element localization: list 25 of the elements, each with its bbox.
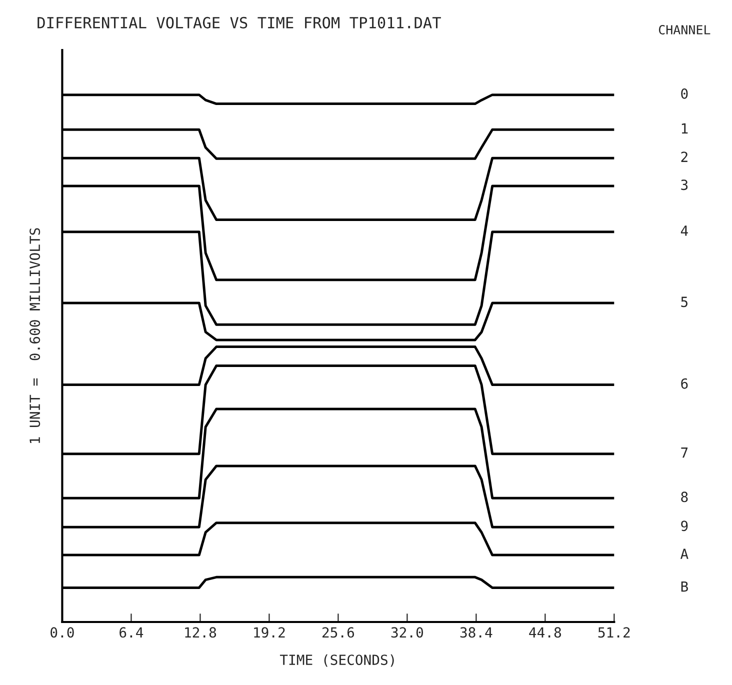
x-tick-label: 32.0 [391, 627, 423, 638]
text: 0 [681, 88, 688, 99]
text: B [681, 581, 688, 592]
legend-title: CHANNEL [658, 25, 710, 34]
text: 2 [681, 152, 688, 162]
y-axis-title: 1 UNIT = 0.600 MILLIVOLTS [30, 228, 40, 444]
text: 4 [680, 226, 688, 236]
x-tick-label: 12.8 [185, 627, 216, 638]
x-tick-label: 51.2 [598, 627, 630, 638]
text: 3 [681, 180, 688, 190]
text: 5 [681, 296, 688, 308]
x-tick-label: 0.0 [50, 627, 74, 638]
x-axis-title: TIME (SECONDS) [280, 654, 394, 667]
chart-title: DIFFERENTIAL VOLTAGE VS TIME FROM TP1011.DAT [38, 16, 441, 28]
x-tick-label: 6.4 [120, 627, 144, 638]
x-tick-label: 25.6 [322, 627, 354, 638]
text: 6 [681, 378, 688, 389]
text: 7 [681, 448, 688, 458]
text: 1 [682, 123, 688, 134]
x-tick-label: 19.2 [254, 627, 285, 638]
x-tick-label: 38.4 [460, 627, 492, 638]
text: 9 [681, 520, 688, 532]
x-tick-label: 44.8 [529, 627, 561, 638]
text: A [680, 548, 688, 559]
text: 8 [681, 492, 688, 502]
